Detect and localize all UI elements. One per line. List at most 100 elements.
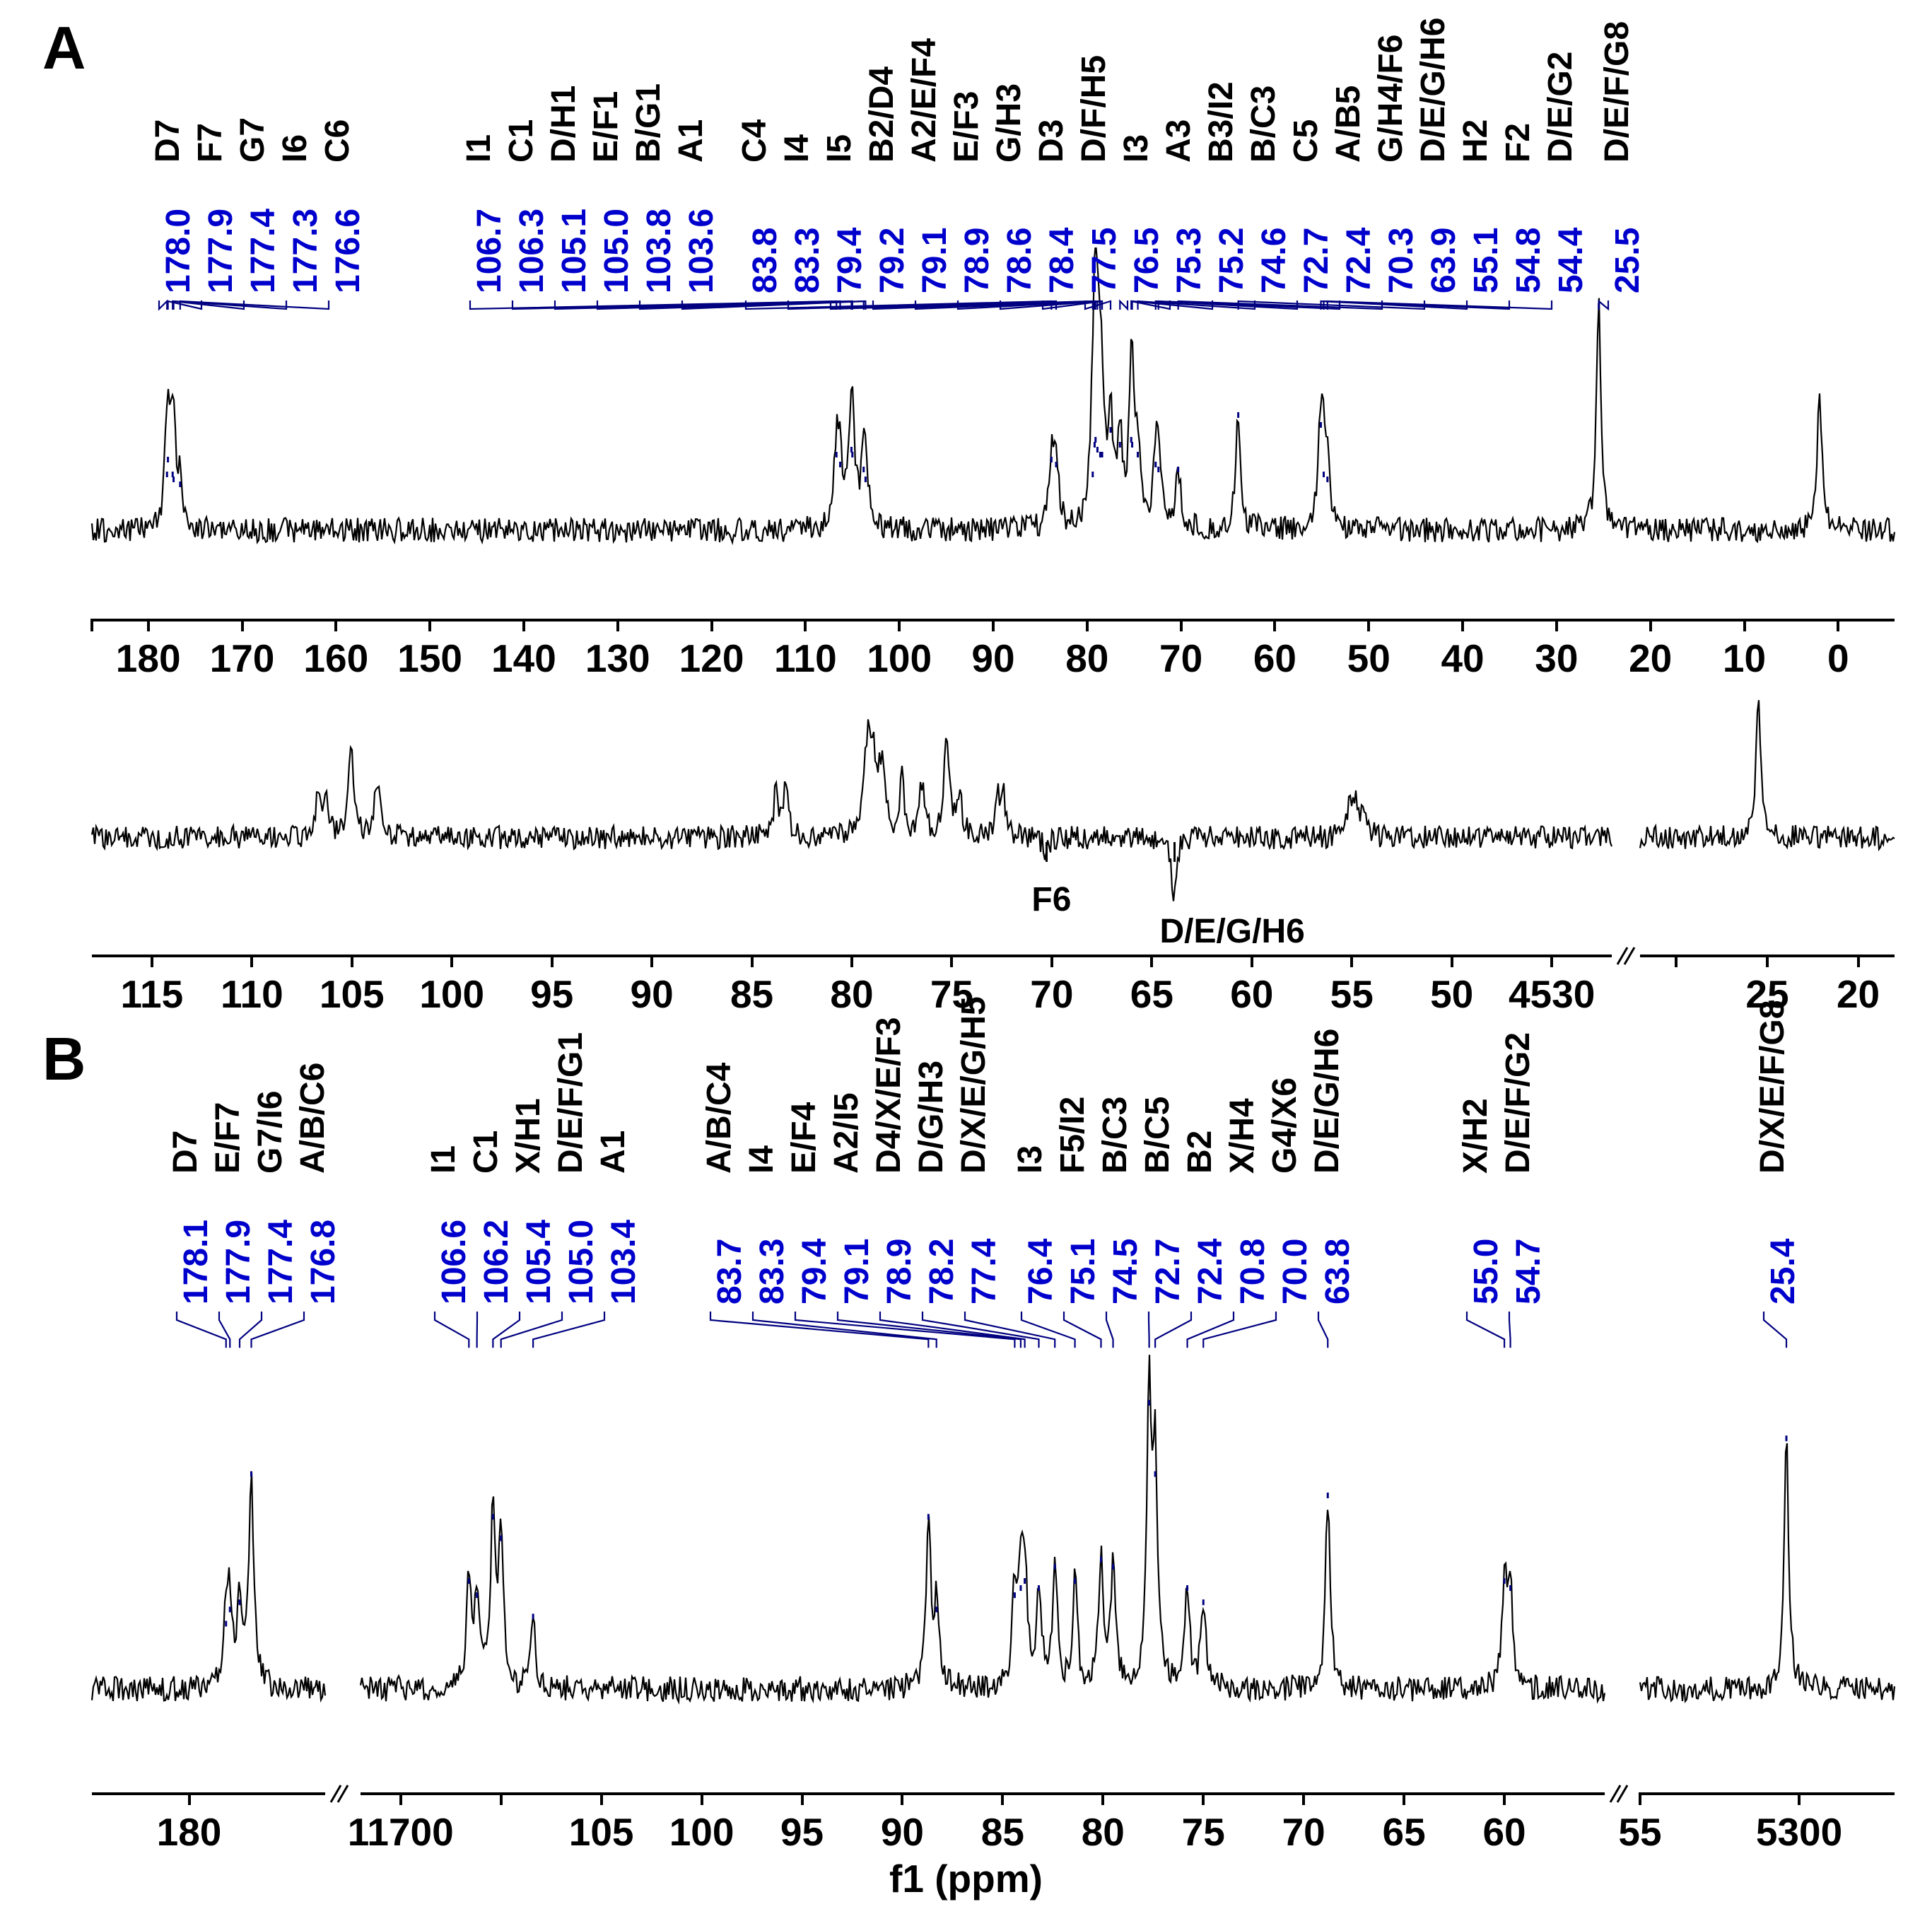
axis-tick-label: 55 [1618, 1809, 1661, 1855]
axis-tick-label: 95 [530, 971, 573, 1017]
peak-ppm-value: 106.7 [470, 209, 509, 293]
peak-ppm-value: 54.8 [1509, 228, 1548, 293]
peak-ppm-value: 106.6 [435, 1220, 474, 1304]
axis-tick-label: 50 [1347, 636, 1391, 681]
axis-tick-label: 130 [585, 636, 650, 681]
peak-assign-label: F5/I2 [1053, 1097, 1092, 1174]
peak-assign-label: A3 [1159, 119, 1198, 163]
axis-tick-label: 40 [1441, 636, 1484, 681]
axis-tick [1857, 954, 1860, 967]
peak-assign-label: F2 [1499, 123, 1538, 163]
peak-ppm-value: 25.4 [1764, 1239, 1803, 1304]
axis-tick [751, 954, 754, 967]
peak-assign-label: B/C5 [1138, 1097, 1177, 1174]
axis-tick-label: 60 [1230, 971, 1273, 1017]
axis-tick-label: 20 [1837, 971, 1880, 1017]
axis-tick [1403, 1792, 1405, 1805]
peak-ppm-value: 177.3 [286, 209, 325, 293]
axis-tick [188, 1792, 191, 1805]
axis-tick [1461, 619, 1464, 631]
axis-tick-label: 180 [116, 636, 181, 681]
axis-tick-label: 5300 [1756, 1809, 1842, 1855]
axis-tick [1766, 954, 1769, 967]
axis-tick [1302, 1792, 1305, 1805]
axis-tick [1639, 1792, 1641, 1805]
axis-tick-label: 90 [881, 1809, 924, 1855]
peak-ppm-value: 77.5 [1085, 228, 1124, 293]
peak-assign-label: D/E/F/G1 [551, 1032, 590, 1174]
peak-assign-label: X/H1 [509, 1098, 548, 1174]
peak-ppm-value: 79.1 [838, 1239, 877, 1304]
axis-tick-label: 70 [1159, 636, 1202, 681]
axis-line [361, 1792, 1605, 1795]
axis-tick [351, 954, 353, 967]
peak-ppm-value: 55.0 [1467, 1239, 1506, 1304]
peak-ppm-value: 105.0 [562, 1220, 601, 1304]
axis-tick-label: 170 [210, 636, 275, 681]
axis-tick-label: 50 [1430, 971, 1473, 1017]
peak-ppm-value: 78.6 [1000, 228, 1039, 293]
peak-ppm-value: 83.7 [710, 1239, 749, 1304]
peak-assign-label: I3 [1011, 1145, 1050, 1174]
peak-ppm-value: 74.5 [1106, 1239, 1145, 1304]
peak-ppm-value: 177.9 [201, 209, 240, 293]
axis-tick [1251, 954, 1253, 967]
peak-assign-label: I5 [820, 134, 859, 163]
panel-label-A: A [42, 14, 86, 83]
peak-assign-label: E/F4 [785, 1102, 824, 1174]
peak-assign-label: A1 [672, 119, 710, 163]
axis-tick [1837, 619, 1839, 631]
axis-tick [1550, 954, 1553, 967]
peak-ppm-value: 75.3 [1170, 228, 1209, 293]
axis-tick [901, 1792, 903, 1805]
peak-assign-label: I3 [1117, 134, 1156, 163]
axis-tick-label: 100 [867, 636, 932, 681]
axis-tick-label: 65 [1130, 971, 1173, 1017]
axis-tick-label: 10 [1723, 636, 1766, 681]
axis-tick-label: 70 [1030, 971, 1073, 1017]
axis-tick [898, 619, 901, 631]
peak-assign-label: I4 [742, 1145, 781, 1174]
axis-tick [650, 954, 653, 967]
axis-tick-label: 30 [1535, 636, 1578, 681]
axis-tick [701, 1792, 703, 1805]
peak-assign-label: G7/I6 [251, 1091, 290, 1174]
axis-tick-label: 115 [120, 971, 183, 1017]
peak-ppm-value: 63.9 [1424, 228, 1463, 293]
axis-tick-label: 75 [1182, 1809, 1225, 1855]
peak-annot-below: F6 [1031, 880, 1071, 919]
peak-annot-below: D/E/G/H6 [1159, 912, 1304, 951]
axis-tick-label: 100 [669, 1809, 734, 1855]
axis-tick [1743, 619, 1746, 631]
peak-ppm-value: 74.6 [1255, 228, 1294, 293]
peak-ppm-value: 76.4 [1021, 1239, 1060, 1304]
axis-tick [1202, 1792, 1205, 1805]
axis-tick [616, 619, 619, 631]
axis-tick [334, 619, 337, 631]
peak-ppm-value: 78.4 [1043, 228, 1082, 293]
peak-assign-label: D/E/F/G2 [1499, 1032, 1538, 1174]
peak-assign-label: D7 [166, 1131, 205, 1174]
axis-tick-label: 105 [320, 971, 385, 1017]
peak-ppm-value: 79.4 [831, 228, 870, 293]
axis-tick [151, 954, 153, 967]
peak-assign-label: H2 [1456, 119, 1495, 163]
axis-tick-label: 80 [830, 971, 873, 1017]
peak-ppm-value: 70.3 [1382, 228, 1421, 293]
peak-assign-label: D/F/H5 [1075, 55, 1113, 163]
peak-assign-label: B/C3 [1096, 1097, 1135, 1174]
peak-assign-label: I1 [459, 134, 498, 163]
axis-tick [1180, 619, 1183, 631]
peak-assign-label: C4 [735, 119, 774, 163]
peak-assign-label: A1 [594, 1131, 633, 1174]
axis-tick-label: 140 [491, 636, 556, 681]
peak-assign-label: D/E/F/G8 [1598, 21, 1637, 163]
axis-tick-label: 65 [1383, 1809, 1426, 1855]
axis-tick [90, 619, 93, 631]
peak-assign-label: A/B/C4 [700, 1063, 739, 1174]
axis-tick [399, 1792, 402, 1805]
peak-assign-label: A2/E/F4 [905, 38, 944, 163]
axis-tick [250, 954, 253, 967]
peak-assign-label: D/E/G/H6 [1414, 18, 1453, 163]
panel-label-B: B [42, 1025, 86, 1094]
